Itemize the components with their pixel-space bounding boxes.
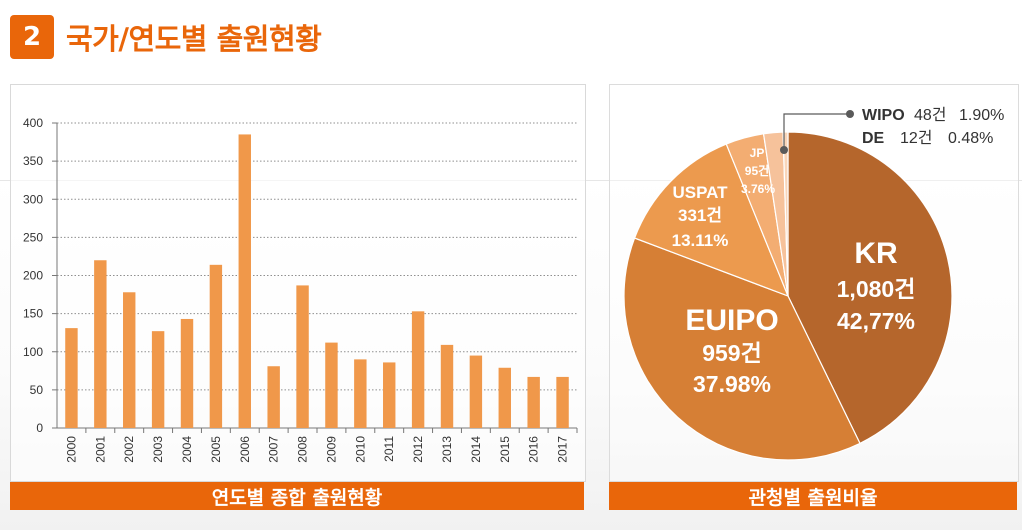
pie-slice xyxy=(623,237,861,461)
x-tick-label: 2001 xyxy=(93,436,107,463)
bar xyxy=(411,311,425,428)
bar xyxy=(527,376,540,428)
bar xyxy=(180,318,194,428)
pie-label-pct: 42,77% xyxy=(837,308,915,334)
section-header: 2 국가/연도별 출원현황 xyxy=(10,12,322,62)
y-tick-label: 150 xyxy=(23,307,43,321)
x-tick-label: 2011 xyxy=(382,436,396,462)
pie-chart-caption: 관청별 출원비율 xyxy=(609,482,1017,510)
x-tick-label: 2006 xyxy=(238,436,252,463)
bar xyxy=(296,285,309,428)
x-tick-label: 2013 xyxy=(440,436,454,463)
bar xyxy=(498,367,511,428)
page-title: 국가/연도별 출원현황 xyxy=(66,22,322,56)
x-tick-label: 2000 xyxy=(64,436,78,463)
pie-label-name: KR xyxy=(854,237,898,270)
y-tick-label: 250 xyxy=(23,230,43,244)
y-tick-label: 400 xyxy=(23,116,43,130)
pie-label-name: USPAT xyxy=(672,183,728,202)
pie-label-name: DE xyxy=(862,130,885,147)
pie-label-name: WIPO xyxy=(862,107,905,124)
y-tick-label: 300 xyxy=(23,192,43,206)
pie-slice xyxy=(787,131,953,445)
x-tick-label: 2009 xyxy=(324,436,338,463)
pie-label-pct: 13.11% xyxy=(672,231,729,250)
bar xyxy=(325,342,338,428)
x-tick-label: 2010 xyxy=(353,436,367,463)
y-tick-label: 200 xyxy=(23,269,43,283)
bar xyxy=(123,292,136,428)
pie-label-pct: 0.48% xyxy=(948,130,993,147)
bar-chart-caption: 연도별 종합 출원현황 xyxy=(10,482,584,510)
pie-label-name: JP xyxy=(750,146,765,160)
bar xyxy=(65,328,78,428)
pie-slice xyxy=(782,131,789,297)
pie-label-count: 331건 xyxy=(678,206,722,225)
bar xyxy=(151,331,165,428)
x-tick-label: 2014 xyxy=(469,436,483,463)
pie-label-count: 959건 xyxy=(702,340,762,366)
x-tick-label: 2016 xyxy=(527,436,541,463)
pie-label-count: 48건 xyxy=(914,106,947,124)
y-tick-label: 0 xyxy=(36,421,43,435)
leader-line xyxy=(783,113,848,150)
bar xyxy=(383,362,396,428)
x-tick-label: 2003 xyxy=(151,436,165,463)
x-tick-label: 2005 xyxy=(209,436,223,463)
pie-label-count: 1,080건 xyxy=(837,276,916,302)
y-tick-label: 50 xyxy=(30,383,44,397)
pie-label-pct: 37.98% xyxy=(693,371,771,397)
bar xyxy=(238,134,251,428)
x-tick-label: 2012 xyxy=(411,436,425,463)
bar xyxy=(267,366,280,428)
pie-label-pct: 3.76% xyxy=(741,182,775,196)
y-tick-label: 100 xyxy=(23,345,43,359)
bar xyxy=(354,359,367,428)
pie-label-pct: 1.90% xyxy=(959,107,1004,124)
bar xyxy=(469,355,483,428)
x-tick-label: 2002 xyxy=(122,436,136,463)
x-tick-label: 2004 xyxy=(180,436,194,463)
bar xyxy=(209,264,223,428)
x-tick-label: 2015 xyxy=(498,436,512,463)
x-tick-label: 2008 xyxy=(296,436,310,463)
pie-label-count: 95건 xyxy=(745,163,769,178)
pie-label-name: EUIPO xyxy=(685,304,778,337)
bar xyxy=(94,260,107,428)
pie-slice xyxy=(633,143,790,298)
pie-label-count: 12건 xyxy=(900,129,933,147)
x-tick-label: 2017 xyxy=(556,436,570,463)
y-tick-label: 350 xyxy=(23,154,43,168)
leader-dot xyxy=(846,110,854,118)
bar xyxy=(556,376,569,428)
bar xyxy=(440,344,454,428)
section-number-badge: 2 xyxy=(10,15,54,59)
x-tick-label: 2007 xyxy=(267,436,281,463)
